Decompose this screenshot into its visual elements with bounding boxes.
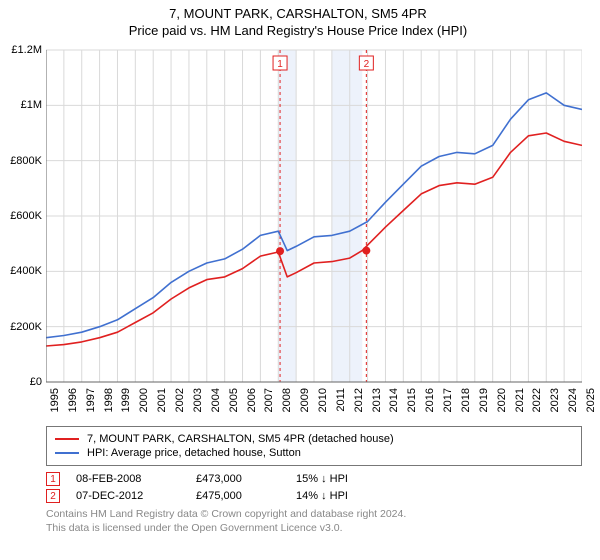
x-tick-label: 2017 xyxy=(442,388,454,412)
x-tick-label: 2010 xyxy=(317,388,329,412)
footnote-line: Contains HM Land Registry data © Crown c… xyxy=(46,507,582,521)
legend-item-property: 7, MOUNT PARK, CARSHALTON, SM5 4PR (deta… xyxy=(55,433,573,445)
y-tick-label: £1M xyxy=(21,99,42,111)
x-tick-label: 1998 xyxy=(103,388,115,412)
x-tick-label: 2013 xyxy=(371,388,383,412)
line-chart: 12 xyxy=(46,46,582,386)
x-tick-label: 2007 xyxy=(263,388,275,412)
x-tick-label: 2019 xyxy=(478,388,490,412)
x-tick-label: 2015 xyxy=(406,388,418,412)
svg-text:1: 1 xyxy=(277,59,283,70)
sale-price: £473,000 xyxy=(196,473,296,485)
y-tick-label: £0 xyxy=(30,376,42,388)
x-tick-label: 2004 xyxy=(210,388,222,412)
x-axis: 1995 1996 1997 1998 1999 2000 2001 2002 2003 2004… xyxy=(46,386,582,420)
legend: 7, MOUNT PARK, CARSHALTON, SM5 4PR (deta… xyxy=(46,426,582,466)
chart-subtitle: Price paid vs. HM Land Registry's House … xyxy=(6,23,590,38)
x-tick-label: 1997 xyxy=(85,388,97,412)
sale-delta: 15% ↓ HPI xyxy=(296,473,416,485)
x-tick-label: 2003 xyxy=(192,388,204,412)
x-tick-label: 2021 xyxy=(514,388,526,412)
x-tick-label: 2001 xyxy=(156,388,168,412)
y-tick-label: £200K xyxy=(10,321,42,333)
sale-row: 2 07-DEC-2012 £475,000 14% ↓ HPI xyxy=(46,489,582,503)
x-tick-label: 2008 xyxy=(281,388,293,412)
sale-row: 1 08-FEB-2008 £473,000 15% ↓ HPI xyxy=(46,472,582,486)
legend-label: 7, MOUNT PARK, CARSHALTON, SM5 4PR (deta… xyxy=(87,433,394,445)
y-tick-label: £400K xyxy=(10,265,42,277)
sale-delta: 14% ↓ HPI xyxy=(296,490,416,502)
x-tick-label: 2016 xyxy=(424,388,436,412)
chart-title: 7, MOUNT PARK, CARSHALTON, SM5 4PR xyxy=(6,6,590,21)
x-tick-label: 2000 xyxy=(138,388,150,412)
sale-marker-icon: 1 xyxy=(46,472,60,486)
x-tick-label: 2002 xyxy=(174,388,186,412)
y-axis: £0 £200K £400K £600K £800K £1M £1.2M xyxy=(6,46,44,386)
x-tick-label: 2025 xyxy=(585,388,597,412)
sale-date: 08-FEB-2008 xyxy=(76,473,196,485)
sales-table: 1 08-FEB-2008 £473,000 15% ↓ HPI 2 07-DE… xyxy=(46,472,582,503)
legend-label: HPI: Average price, detached house, Sutt… xyxy=(87,447,301,459)
x-tick-label: 2023 xyxy=(549,388,561,412)
x-tick-label: 2012 xyxy=(353,388,365,412)
y-tick-label: £800K xyxy=(10,155,42,167)
footnote: Contains HM Land Registry data © Crown c… xyxy=(46,507,582,535)
legend-swatch xyxy=(55,452,79,454)
chart-area: £0£200K£400K£600K£800K£1M£1.2M 12 xyxy=(46,46,582,386)
x-tick-label: 2009 xyxy=(299,388,311,412)
x-tick-label: 2022 xyxy=(531,388,543,412)
x-tick-label: 1996 xyxy=(67,388,79,412)
x-tick-label: 1995 xyxy=(49,388,61,412)
x-tick-label: 1999 xyxy=(120,388,132,412)
x-tick-label: 2024 xyxy=(567,388,579,412)
footnote-line: This data is licensed under the Open Gov… xyxy=(46,521,582,535)
x-tick-label: 2011 xyxy=(335,388,347,412)
x-tick-label: 2005 xyxy=(228,388,240,412)
y-tick-label: £1.2M xyxy=(11,44,42,56)
x-tick-label: 2020 xyxy=(496,388,508,412)
legend-swatch xyxy=(55,438,79,440)
x-tick-label: 2006 xyxy=(246,388,258,412)
x-tick-label: 2014 xyxy=(388,388,400,412)
y-tick-label: £600K xyxy=(10,210,42,222)
svg-text:2: 2 xyxy=(364,59,370,70)
legend-item-hpi: HPI: Average price, detached house, Sutt… xyxy=(55,447,573,459)
sale-date: 07-DEC-2012 xyxy=(76,490,196,502)
sale-marker-icon: 2 xyxy=(46,489,60,503)
sale-price: £475,000 xyxy=(196,490,296,502)
x-tick-label: 2018 xyxy=(460,388,472,412)
